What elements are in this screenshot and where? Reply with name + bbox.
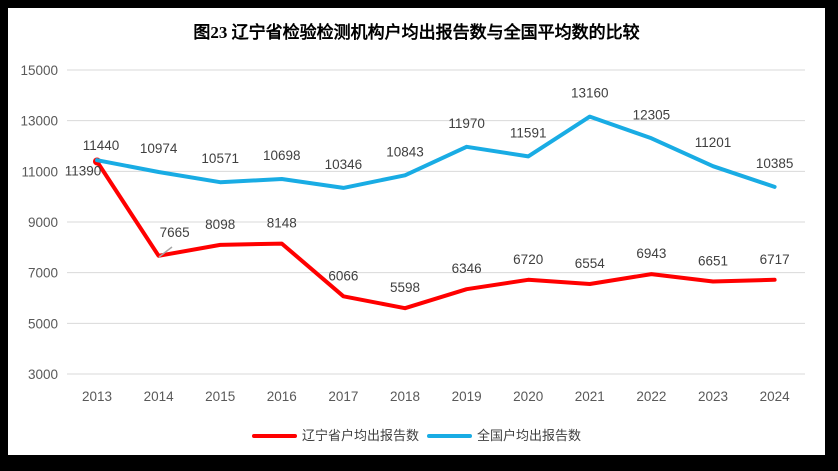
x-tick-label: 2023 — [698, 389, 728, 404]
x-tick-label: 2013 — [82, 389, 112, 404]
legend-swatch-red — [251, 433, 297, 438]
chart-title: 图23 辽宁省检验检测机构户均出报告数与全国平均数的比较 — [193, 23, 640, 42]
data-label: 10571 — [201, 151, 239, 166]
data-label: 12305 — [633, 107, 671, 122]
label-leader-line — [158, 246, 173, 258]
y-tick-label: 7000 — [28, 266, 58, 281]
y-tick-label: 11000 — [21, 164, 58, 179]
data-label: 5598 — [390, 280, 420, 295]
data-label: 10346 — [325, 157, 363, 172]
data-label: 11390 — [65, 163, 102, 178]
x-tick-label: 2019 — [452, 389, 482, 404]
x-tick-label: 2018 — [390, 389, 420, 404]
series-line-1 — [95, 114, 777, 190]
data-label: 6554 — [575, 256, 606, 271]
x-tick-label: 2021 — [575, 389, 605, 404]
data-label: 6720 — [513, 252, 543, 267]
y-tick-label: 3000 — [28, 367, 58, 382]
data-label: 8148 — [267, 216, 297, 231]
data-label: 6717 — [760, 252, 790, 267]
y-tick-label: 5000 — [28, 316, 58, 331]
data-label: 8098 — [205, 217, 235, 232]
data-label: 10698 — [263, 148, 301, 163]
series-line-0 — [95, 159, 777, 311]
x-tick-label: 2022 — [636, 389, 666, 404]
legend-item-liaoning: 辽宁省户均出报告数 — [251, 428, 419, 443]
chart-svg: 15000 13000 11000 9000 7000 5000 3000 2013 2014 2… — [20, 63, 805, 404]
data-label: 13160 — [571, 86, 609, 101]
x-tick-label: 2020 — [513, 389, 543, 404]
data-label: 6943 — [636, 246, 666, 261]
legend-item-national: 全国户均出报告数 — [427, 429, 581, 442]
legend-label: 全国户均出报告数 — [477, 428, 582, 443]
x-tick-label: 2014 — [144, 389, 175, 404]
data-label: 6066 — [328, 268, 358, 283]
data-label: 10974 — [140, 141, 178, 156]
chart-canvas: 图23 辽宁省检验检测机构户均出报告数与全国平均数的比较 15000 13000 1… — [8, 8, 825, 455]
legend-swatch-blue — [427, 433, 472, 438]
x-tick-label: 2024 — [760, 389, 791, 404]
data-label: 6346 — [452, 261, 482, 276]
data-label: 10843 — [386, 144, 424, 159]
y-tick-label: 9000 — [28, 215, 58, 230]
data-label: 10385 — [756, 156, 794, 171]
x-tick-label: 2015 — [205, 389, 235, 404]
chart-legend: 辽宁省户均出报告数 全国户均出报告数 — [8, 429, 825, 442]
data-label: 11201 — [695, 135, 732, 150]
y-tick-label: 13000 — [20, 114, 58, 129]
y-tick-label: 15000 — [20, 63, 58, 78]
data-label: 6651 — [698, 254, 728, 269]
x-tick-label: 2017 — [328, 389, 358, 404]
data-label: 11440 — [83, 138, 120, 153]
data-label: 7665 — [160, 225, 190, 240]
x-tick-label: 2016 — [267, 389, 297, 404]
legend-label: 辽宁省户均出报告数 — [301, 428, 419, 443]
data-label: 11970 — [448, 116, 485, 131]
data-label: 11591 — [510, 125, 547, 140]
